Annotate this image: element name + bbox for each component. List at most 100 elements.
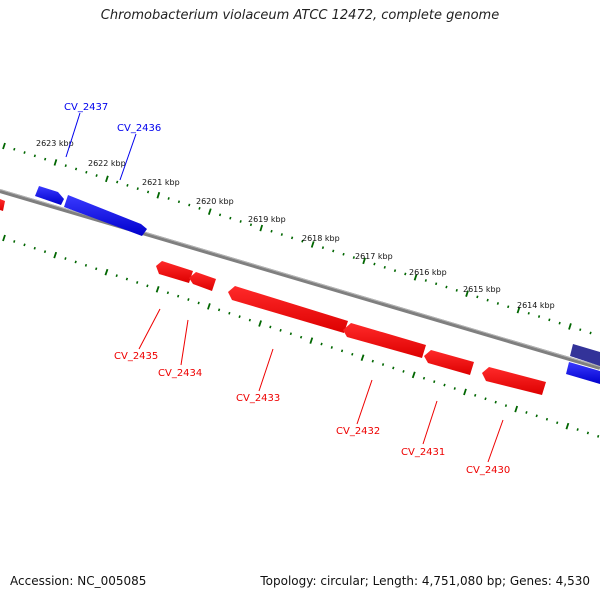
scale-tick — [474, 393, 477, 397]
scale-tick — [453, 387, 456, 390]
scale-tick — [507, 305, 510, 309]
scale-tick — [207, 208, 212, 215]
map-title: Chromobacterium violaceum ATCC 12472, co… — [100, 8, 500, 23]
scale-tick — [280, 233, 283, 236]
scale-tick — [228, 311, 231, 315]
scale-tick — [43, 250, 47, 254]
scale-tick — [545, 417, 549, 421]
scale-tick — [85, 170, 88, 174]
scale-label: 2618 kbp — [302, 234, 340, 243]
scale-tick — [53, 159, 58, 166]
scale-tick — [44, 157, 47, 161]
scale-tick — [548, 318, 551, 322]
scale-tick — [155, 286, 160, 293]
gene-label-cv-2430[interactable]: CV_2430 — [466, 465, 510, 476]
scale-tick — [104, 268, 109, 276]
scale-tick — [433, 380, 436, 384]
scale-tick — [301, 239, 304, 243]
scale-tick — [125, 277, 129, 281]
scale-tick — [146, 284, 149, 288]
scale-tick — [537, 315, 541, 318]
scale-tick — [105, 175, 109, 183]
forward-genes — [35, 186, 600, 384]
scale-tick — [115, 274, 118, 278]
genome-summary-text: Topology: circular; Length: 4,751,080 bp… — [260, 574, 590, 588]
scale-tick — [238, 315, 241, 319]
scale-tick — [198, 206, 201, 210]
genome-backbone — [0, 189, 600, 370]
scale-tick — [576, 428, 579, 431]
gene-label-cv-2437[interactable]: CV_2437 — [64, 102, 108, 113]
gene-arrow-cv-2435[interactable] — [156, 261, 193, 283]
scale-label: 2619 kbp — [248, 215, 286, 224]
scale-tick — [465, 290, 469, 297]
scale-tick — [568, 323, 572, 330]
gene-label-cv-2434[interactable]: CV_2434 — [158, 368, 202, 379]
scale-tick — [177, 294, 180, 298]
scale-tick — [527, 311, 530, 315]
scale-tick — [248, 318, 251, 322]
scale-tick — [516, 306, 521, 314]
gene-arrow-cv-2431[interactable] — [424, 350, 474, 375]
gene-arrow-edge[interactable] — [0, 199, 5, 211]
gene-arrow-cv-2437[interactable] — [35, 186, 64, 205]
scale-tick — [2, 142, 6, 150]
scale-tick — [514, 405, 519, 413]
scale-tick — [392, 366, 395, 370]
gene-arrow-cv-2434[interactable] — [189, 272, 216, 291]
scale-tick — [371, 359, 374, 363]
gene-arrow-other-2[interactable] — [566, 362, 600, 384]
gene-label-cv-2433[interactable]: CV_2433 — [236, 393, 280, 404]
gene-label-cv-2432[interactable]: CV_2432 — [336, 426, 380, 437]
scale-tick — [217, 308, 221, 312]
scale-tick — [579, 328, 582, 332]
scale-labels: 2623 kbp 2622 kbp 2621 kbp 2620 kbp 2619… — [36, 139, 555, 310]
scale-tick — [332, 249, 335, 253]
scale-tick — [486, 298, 489, 302]
gene-arrow-cv-2436[interactable] — [64, 195, 147, 236]
scale-tick — [289, 332, 292, 336]
scale-label: 2621 kbp — [142, 178, 180, 187]
gene-arrow-cv-2430[interactable] — [482, 367, 546, 395]
scale-tick — [558, 321, 561, 325]
gene-labels: CV_2437 CV_2436 CV_2435 CV_2434 CV_2433 … — [64, 102, 510, 476]
scale-tick — [556, 421, 559, 425]
gene-arrow-other-1[interactable] — [570, 344, 600, 366]
gene-label-cv-2435[interactable]: CV_2435 — [114, 351, 158, 362]
scale-label: 2615 kbp — [463, 285, 501, 294]
scale-tick — [360, 354, 365, 361]
scale-tick — [435, 282, 438, 286]
scale-tick — [2, 234, 6, 242]
scale-label: 2623 kbp — [36, 139, 74, 148]
scale-tick — [259, 224, 264, 232]
scale-tick — [23, 243, 26, 247]
scale-tick — [597, 434, 600, 438]
scale-tick — [586, 431, 590, 435]
scale-tick — [404, 272, 407, 276]
scale-tick — [299, 335, 303, 339]
scale-tick — [239, 220, 242, 223]
gene-arrow-cv-2433[interactable] — [228, 286, 348, 333]
scale-tick — [445, 285, 448, 289]
scale-tick — [411, 371, 416, 379]
scale-tick — [270, 229, 273, 233]
reverse-genes — [0, 199, 546, 395]
scale-tick — [249, 223, 253, 227]
scale-tick — [126, 183, 129, 187]
scale-tick — [494, 400, 497, 404]
label-leaders — [65, 112, 504, 463]
gene-label-cv-2431[interactable]: CV_2431 — [401, 447, 445, 458]
scale-tick — [13, 240, 16, 243]
inner-scale-ticks — [2, 234, 600, 438]
scale-tick — [496, 302, 500, 305]
gene-label-cv-2436[interactable]: CV_2436 — [117, 123, 161, 134]
scale-tick — [13, 147, 16, 151]
scale-tick — [33, 154, 36, 158]
gene-arrow-cv-2432[interactable] — [343, 323, 426, 358]
scale-tick — [279, 328, 282, 332]
scale-tick — [424, 279, 427, 282]
leader-line — [422, 400, 438, 445]
leader-line — [258, 348, 274, 392]
scale-tick — [53, 251, 58, 259]
scale-tick — [290, 236, 294, 240]
